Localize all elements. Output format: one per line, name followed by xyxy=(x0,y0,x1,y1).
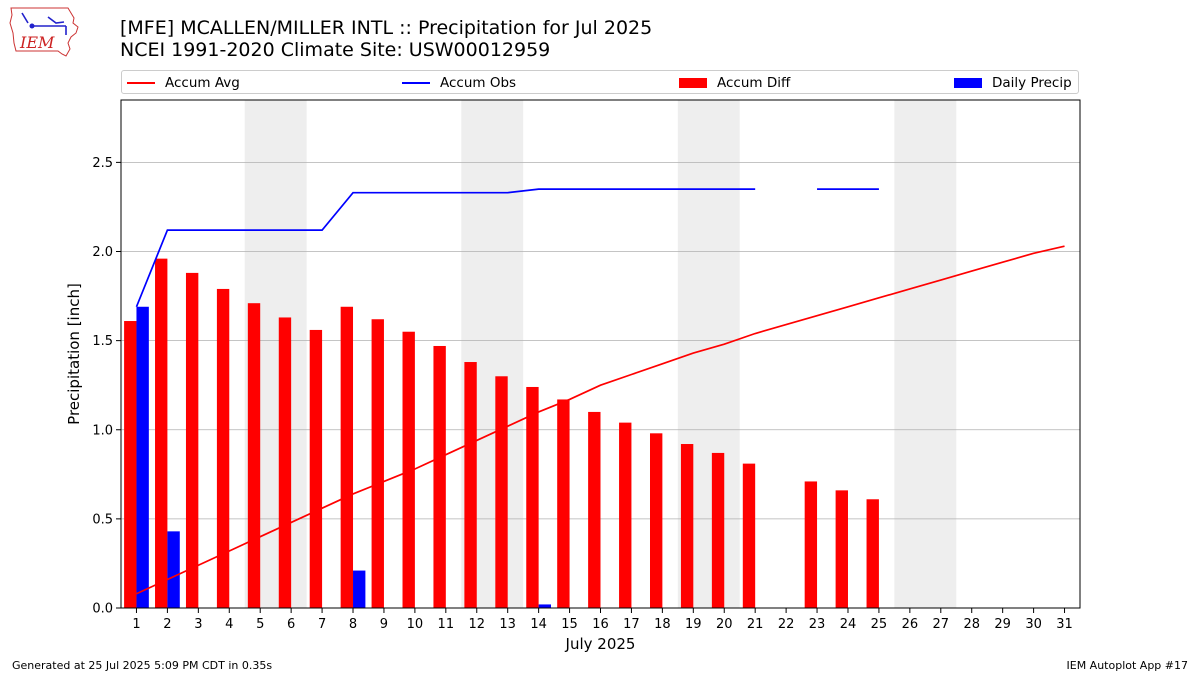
x-tick-label-2: 2 xyxy=(163,617,171,632)
x-tick-label-17: 17 xyxy=(623,617,640,632)
x-tick-label-24: 24 xyxy=(840,617,857,632)
accum-diff-bar-5 xyxy=(247,303,261,608)
accum-diff-bar-1 xyxy=(124,321,137,608)
x-tick-label-19: 19 xyxy=(685,617,702,632)
legend-item-daily-precip: Daily Precip xyxy=(954,74,1072,92)
weekend-shade-4 xyxy=(894,100,957,608)
legend-item-accum-diff: Accum Diff xyxy=(679,74,790,92)
legend-swatch-daily-precip xyxy=(954,78,982,88)
x-tick-label-1: 1 xyxy=(132,617,140,632)
accum-diff-bar-4 xyxy=(216,288,230,608)
x-tick-label-20: 20 xyxy=(716,617,733,632)
accum-diff-bar-13 xyxy=(495,376,508,608)
x-tick-label-8: 8 xyxy=(349,617,357,632)
chart-title: [MFE] MCALLEN/MILLER INTL :: Precipitati… xyxy=(120,17,653,39)
accum-diff-bar-23 xyxy=(804,481,818,608)
accum-diff-bar-6 xyxy=(278,317,292,608)
x-tick-label-30: 30 xyxy=(1025,617,1042,632)
accum-diff-bar-21 xyxy=(742,463,756,608)
x-tick-label-10: 10 xyxy=(407,617,424,632)
x-tick-label-3: 3 xyxy=(194,617,202,632)
legend-swatch-accum-avg xyxy=(127,82,155,84)
x-tick-label-12: 12 xyxy=(468,617,485,632)
accum-diff-bar-24 xyxy=(835,490,848,608)
y-tick-label-2.0: 2.0 xyxy=(92,245,113,260)
accum-diff-bar-8 xyxy=(340,306,354,608)
legend-label-accum-avg: Accum Avg xyxy=(165,75,240,91)
accum-diff-bar-20 xyxy=(711,452,725,608)
accum-diff-bar-10 xyxy=(402,331,415,608)
accum-diff-bar-18 xyxy=(649,433,663,608)
x-tick-label-28: 28 xyxy=(963,617,980,632)
daily-precip-bar-14 xyxy=(538,604,552,608)
x-tick-label-29: 29 xyxy=(994,617,1011,632)
y-tick-label-2.5: 2.5 xyxy=(92,156,113,171)
x-tick-label-23: 23 xyxy=(809,617,826,632)
legend-swatch-accum-diff xyxy=(679,78,707,88)
y-tick-label-1.0: 1.0 xyxy=(92,423,113,438)
accum-avg-line-segment-1 xyxy=(136,245,1065,595)
y-tick-label-0.0: 0.0 xyxy=(92,602,113,617)
legend-item-accum-obs: Accum Obs xyxy=(402,74,516,92)
accum-obs-line-segment-1 xyxy=(135,188,756,308)
x-tick-label-4: 4 xyxy=(225,617,233,632)
legend: Accum Avg Accum Obs Accum Diff Daily Pre… xyxy=(121,70,1079,94)
chart-subtitle: NCEI 1991-2020 Climate Site: USW00012959 xyxy=(120,39,551,61)
accum-diff-bar-11 xyxy=(433,345,446,608)
accum-diff-bar-14 xyxy=(526,386,539,608)
x-tick-label-26: 26 xyxy=(902,617,919,632)
app-credit: IEM Autoplot App #17 xyxy=(1066,659,1189,672)
accum-diff-bar-9 xyxy=(371,319,384,608)
y-axis-label: Precipitation [inch] xyxy=(65,283,83,425)
x-tick-label-27: 27 xyxy=(933,617,950,632)
x-axis-label: July 2025 xyxy=(565,635,636,653)
accum-diff-bar-3 xyxy=(185,272,199,608)
legend-label-accum-obs: Accum Obs xyxy=(440,75,517,91)
x-tick-label-15: 15 xyxy=(561,617,578,632)
daily-precip-bar-2 xyxy=(167,531,180,608)
weather-symbol-lines xyxy=(21,12,67,35)
y-tick-label-1.5: 1.5 xyxy=(92,334,113,349)
generated-timestamp: Generated at 25 Jul 2025 5:09 PM CDT in … xyxy=(12,659,273,672)
x-tick-label-11: 11 xyxy=(438,617,455,632)
x-tick-label-16: 16 xyxy=(592,617,609,632)
legend-item-accum-avg: Accum Avg xyxy=(127,74,240,92)
x-tick-label-22: 22 xyxy=(778,617,795,632)
weather-symbol-dot xyxy=(29,23,35,29)
x-tick-label-5: 5 xyxy=(256,617,264,632)
x-tick-label-25: 25 xyxy=(871,617,888,632)
x-tick-label-31: 31 xyxy=(1056,617,1073,632)
accum-diff-bar-2 xyxy=(155,258,168,608)
iem-logo: IEM xyxy=(9,7,79,57)
accum-diff-bar-19 xyxy=(680,444,694,608)
y-tick-label-0.5: 0.5 xyxy=(92,512,113,527)
accum-diff-bar-16 xyxy=(588,411,601,608)
daily-precip-bar-1 xyxy=(136,306,149,608)
x-tick-label-7: 7 xyxy=(318,617,326,632)
legend-swatch-accum-obs xyxy=(402,82,430,84)
x-tick-label-6: 6 xyxy=(287,617,295,632)
x-tick-label-21: 21 xyxy=(747,617,764,632)
accum-diff-bar-25 xyxy=(866,499,879,608)
x-tick-label-13: 13 xyxy=(499,617,516,632)
x-tick-label-14: 14 xyxy=(530,617,547,632)
legend-label-accum-diff: Accum Diff xyxy=(717,75,791,91)
accum-diff-bar-12 xyxy=(464,362,477,608)
x-tick-label-18: 18 xyxy=(654,617,671,632)
daily-precip-bar-8 xyxy=(353,570,366,608)
accum-diff-bar-15 xyxy=(557,399,570,608)
iem-logo-text: IEM xyxy=(19,33,55,52)
x-tick-label-9: 9 xyxy=(380,617,388,632)
legend-label-daily-precip: Daily Precip xyxy=(992,75,1072,91)
accum-diff-bar-17 xyxy=(619,422,632,608)
accum-diff-bar-7 xyxy=(309,329,323,608)
